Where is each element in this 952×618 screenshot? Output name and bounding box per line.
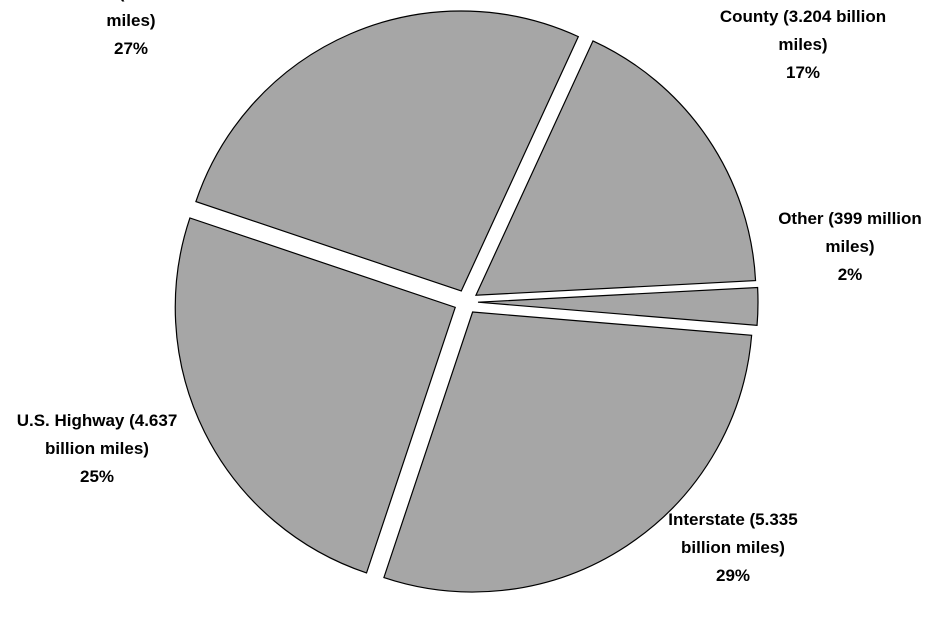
label-line: miles) bbox=[778, 35, 827, 54]
slice-wv-state bbox=[195, 10, 580, 292]
label-u-s-highway: U.S. Highway (4.637 billion miles) 25% bbox=[17, 411, 178, 486]
label-line: miles) bbox=[106, 11, 155, 30]
slice-interstate bbox=[383, 311, 753, 593]
slice-u-s-highway bbox=[174, 217, 457, 574]
label-percent: 25% bbox=[80, 467, 114, 486]
label-percent: 27% bbox=[114, 39, 148, 58]
label-other: Other (399 million miles) 2% bbox=[778, 209, 922, 284]
label-line: billion miles) bbox=[45, 439, 149, 458]
label-line: billion miles) bbox=[681, 538, 785, 557]
label-line: U.S. Highway (4.637 bbox=[17, 411, 178, 430]
label-line: WV State (4.943 billion bbox=[40, 0, 221, 2]
label-line: Interstate (5.335 bbox=[668, 510, 797, 529]
slice-other bbox=[477, 286, 759, 327]
label-interstate: Interstate (5.335 billion miles) 29% bbox=[668, 510, 797, 585]
slice-county bbox=[474, 40, 757, 296]
pie-slices bbox=[174, 10, 759, 593]
label-percent: 2% bbox=[838, 265, 863, 284]
label-county: County (3.204 billion miles) 17% bbox=[720, 7, 886, 82]
label-line: County (3.204 billion bbox=[720, 7, 886, 26]
label-line: miles) bbox=[825, 237, 874, 256]
label-percent: 29% bbox=[716, 566, 750, 585]
label-line: Other (399 million bbox=[778, 209, 922, 228]
label-percent: 17% bbox=[786, 63, 820, 82]
label-wv-state: WV State (4.943 billion miles) 27% bbox=[40, 0, 221, 58]
pie-labels: Other (399 million miles) 2% Interstate (5.… bbox=[17, 0, 922, 585]
